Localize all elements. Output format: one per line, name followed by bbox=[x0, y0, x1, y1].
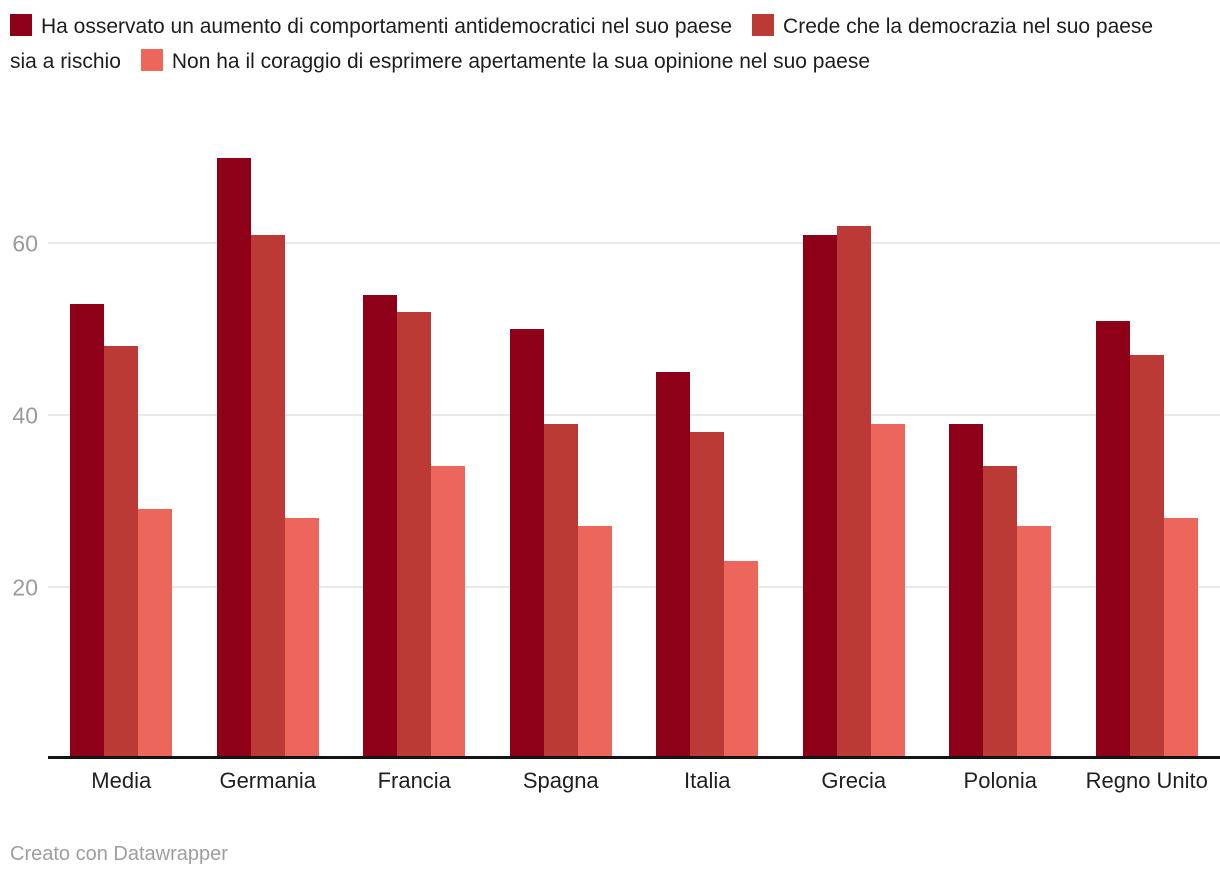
x-label-germania: Germania bbox=[219, 768, 317, 793]
x-label-grecia: Grecia bbox=[821, 768, 887, 793]
bar-series3-polonia bbox=[1017, 526, 1052, 758]
bar-series3-grecia bbox=[870, 423, 905, 758]
legend-swatch-3 bbox=[140, 49, 163, 71]
bar-series1-regno-unito bbox=[1095, 320, 1130, 758]
bar-series1-polonia bbox=[949, 423, 984, 758]
bar-series2-francia bbox=[397, 312, 432, 758]
bar-group-germania bbox=[195, 138, 342, 758]
legend: Ha osservato un aumento di comportamenti… bbox=[10, 9, 1170, 79]
y-tick-label-40: 40 bbox=[12, 402, 38, 429]
y-tick-label-60: 60 bbox=[12, 230, 38, 257]
bar-series3-francia bbox=[431, 466, 466, 758]
bar-group-spagna bbox=[488, 138, 635, 758]
bar-series2-germania bbox=[250, 234, 285, 758]
bar-series2-grecia bbox=[836, 226, 871, 758]
x-label-spagna: Spagna bbox=[522, 768, 599, 793]
x-axis-labels: Media Germania Francia Spagna Italia Grecia Po… bbox=[48, 768, 1220, 794]
legend-label-1: Ha osservato un aumento di comportamenti… bbox=[41, 15, 733, 38]
gridline-20 bbox=[48, 585, 1220, 588]
x-label-regno-unito: Regno Unito bbox=[1085, 768, 1208, 793]
x-label-media: Media bbox=[91, 768, 152, 793]
bar-series2-regno-unito bbox=[1129, 354, 1164, 758]
bar-group-media bbox=[48, 138, 195, 758]
gridline-40 bbox=[48, 414, 1220, 416]
legend-item-1: Ha osservato un aumento di comportamenti… bbox=[10, 14, 733, 38]
bar-group-polonia bbox=[927, 138, 1074, 758]
legend-item-3: Non ha il coraggio di esprimere apertame… bbox=[140, 49, 870, 73]
legend-swatch-1 bbox=[10, 14, 32, 36]
bar-series3-media bbox=[138, 509, 173, 758]
bar-series1-grecia bbox=[802, 234, 837, 758]
bar-series3-spagna bbox=[577, 526, 612, 758]
legend-item-2: Crede che la democrazia nel suo paese si… bbox=[10, 14, 1154, 73]
bar-group-italia bbox=[634, 138, 781, 758]
bar-groups bbox=[48, 138, 1220, 758]
bar-series1-germania bbox=[216, 157, 251, 758]
x-axis-line bbox=[48, 756, 1220, 759]
credit-line: Creato con Datawrapper bbox=[10, 843, 228, 865]
legend-label-2: Crede che la democrazia nel suo paese si… bbox=[10, 15, 1154, 73]
x-label-francia: Francia bbox=[377, 768, 451, 793]
x-label-polonia: Polonia bbox=[963, 768, 1037, 793]
bar-series1-italia bbox=[656, 372, 691, 758]
bar-group-regno-unito bbox=[1074, 138, 1220, 758]
bar-series2-polonia bbox=[983, 466, 1018, 758]
bar-series1-spagna bbox=[509, 329, 544, 758]
bar-series3-italia bbox=[724, 560, 759, 758]
legend-label-3: Non ha il coraggio di esprimere apertame… bbox=[171, 50, 870, 73]
bar-series2-media bbox=[104, 346, 139, 758]
x-label-italia: Italia bbox=[684, 768, 731, 793]
bar-series2-italia bbox=[690, 432, 725, 758]
bar-series1-francia bbox=[363, 294, 398, 758]
plot-area: 20 40 60 bbox=[12, 138, 1220, 759]
bar-series2-spagna bbox=[543, 423, 578, 758]
bar-group-grecia bbox=[781, 138, 928, 758]
legend-swatch-2 bbox=[752, 14, 775, 36]
bar-series3-germania bbox=[284, 517, 319, 758]
bar-series1-media bbox=[70, 303, 105, 758]
gridline-60 bbox=[48, 242, 1220, 245]
bar-group-francia bbox=[341, 138, 488, 758]
bar-series3-regno-unito bbox=[1163, 517, 1198, 758]
y-tick-label-20: 20 bbox=[12, 574, 38, 600]
